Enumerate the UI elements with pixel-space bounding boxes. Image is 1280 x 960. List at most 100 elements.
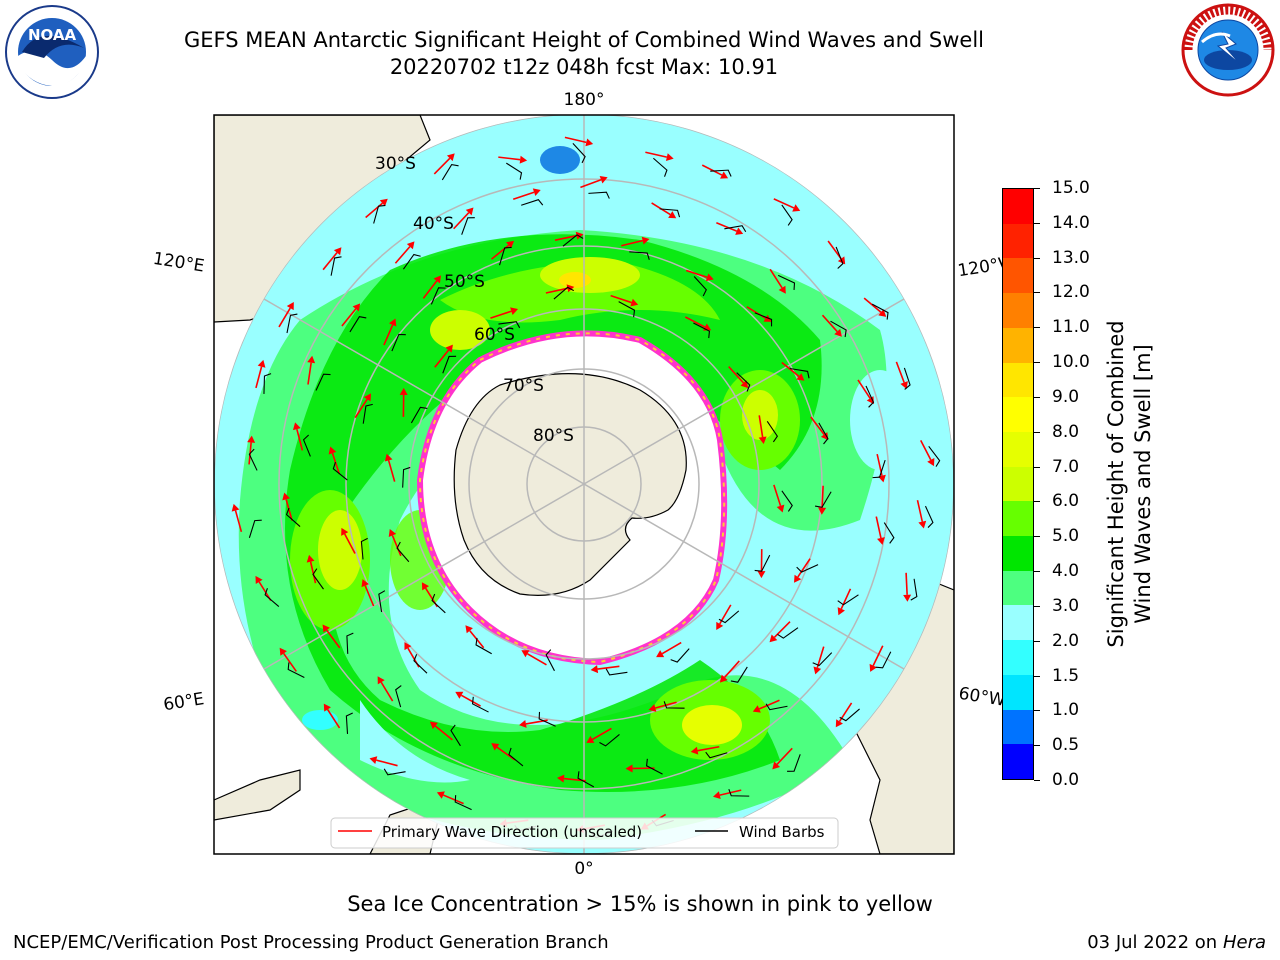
- wave-arrow-head: [384, 453, 393, 462]
- wave-arrow-head: [716, 621, 724, 630]
- wind-barb: [402, 466, 411, 488]
- colorbar-swatch: [1003, 744, 1033, 779]
- wave-arrow-head: [720, 171, 729, 179]
- colorbar: [1002, 188, 1034, 780]
- wind-barb: [362, 403, 373, 424]
- wave-arrow: [773, 198, 795, 209]
- colorbar-label-line1: Significant Height of Combined: [1104, 320, 1128, 648]
- wave-arrow-head: [333, 247, 342, 256]
- wind-barb: [431, 593, 446, 614]
- wind-barb: [391, 333, 406, 352]
- noaa-logo-text: NOAA: [28, 26, 77, 44]
- wave-arrow-head: [323, 703, 331, 712]
- colorbar-swatch: [1003, 709, 1033, 745]
- colorbar-tick-mark: [1034, 571, 1040, 573]
- wind-barb: [562, 234, 584, 247]
- wind-barb: [736, 372, 751, 392]
- wave-arrow: [661, 641, 682, 655]
- wind-barb: [818, 422, 829, 445]
- colorbar-tick-mark: [1034, 710, 1040, 712]
- lon-label-60w: 60°W: [957, 684, 1007, 711]
- wave-arrow: [283, 652, 297, 672]
- colorbar-tick-mark: [1034, 257, 1040, 259]
- colorbar-tick-label: 8.0: [1052, 421, 1080, 442]
- wave-arrow: [307, 362, 312, 385]
- map-legend: Primary Wave Direction (unscaled) Wind B…: [330, 817, 839, 849]
- wind-barb: [263, 373, 272, 394]
- lat-label-60s: 60°S: [474, 325, 515, 345]
- wind-barb: [553, 286, 575, 300]
- wave-arrow-head: [532, 188, 541, 197]
- wave-arrow-head: [247, 435, 256, 443]
- wind-barb: [910, 578, 918, 601]
- wind-barb: [346, 632, 354, 654]
- wind-barb: [693, 276, 707, 297]
- wave-arrow-head: [835, 719, 843, 728]
- wave-arrow: [255, 366, 263, 389]
- wind-barb: [506, 162, 523, 180]
- wave-arrow: [433, 157, 451, 175]
- wave-arrow-head: [705, 273, 714, 282]
- wind-barb: [498, 246, 512, 266]
- wave-arrow: [354, 398, 368, 419]
- wave-arrow: [621, 239, 643, 247]
- wave-arrow-head: [585, 138, 594, 147]
- wind-barb: [442, 355, 457, 374]
- wind-barb: [349, 316, 367, 333]
- wave-arrow: [434, 725, 453, 741]
- wave-arrow: [380, 681, 394, 702]
- wave-arrow-head: [519, 155, 528, 164]
- lat-label-40s: 40°S: [413, 214, 454, 234]
- colorbar-swatch: [1003, 536, 1033, 571]
- chart-subtitle: 20220702 t12z 048h fcst Max: 10.91: [389, 55, 779, 79]
- wind-barb: [705, 751, 728, 759]
- wind-barb: [663, 701, 685, 709]
- wave-arrow-head: [255, 575, 263, 584]
- colorbar-swatch: [1003, 640, 1033, 675]
- wave-arrow: [453, 212, 470, 230]
- footer-date-text: 03 Jul 2022 on: [1087, 932, 1218, 953]
- wind-barb: [498, 321, 521, 329]
- wind-barb: [653, 157, 668, 177]
- wave-arrow: [872, 645, 884, 666]
- wave-arrow: [383, 324, 394, 346]
- colorbar-tick-mark: [1034, 780, 1040, 781]
- wave-arrow-head: [352, 303, 361, 312]
- wind-barb: [781, 204, 793, 226]
- wave-arrow-head: [379, 198, 388, 207]
- wind-barb: [373, 204, 386, 224]
- wave-arrow-head: [641, 236, 650, 245]
- colorbar-swatch: [1003, 466, 1033, 502]
- wave-arrow: [394, 246, 411, 264]
- wave-arrow-head: [792, 204, 801, 212]
- colorbar-swatch: [1003, 293, 1033, 328]
- wind-barb: [430, 287, 446, 305]
- wave-arrow: [781, 361, 800, 377]
- lon-label-180: 180°: [564, 90, 605, 110]
- wave-arrow: [564, 136, 587, 144]
- wind-barb: [545, 649, 555, 672]
- wind-barb: [629, 251, 650, 260]
- colorbar-tick-label: 3.0: [1052, 595, 1080, 616]
- wave-arrow-head: [491, 743, 500, 751]
- wave-arrow-head: [388, 318, 397, 327]
- colorbar-tick-mark: [1034, 675, 1040, 677]
- wind-barb: [538, 711, 556, 727]
- wave-arrow-head: [668, 211, 677, 219]
- wave-arrow: [857, 379, 871, 399]
- wave-arrow: [816, 646, 825, 668]
- wave-arrow: [443, 794, 464, 805]
- colorbar-tick-mark: [1034, 536, 1040, 538]
- wave-arrow-head: [506, 240, 515, 249]
- wind-barb: [264, 588, 280, 607]
- wind-barb: [903, 367, 911, 390]
- colorbar-swatch: [1003, 189, 1033, 224]
- wave-arrow-head: [877, 537, 885, 545]
- wave-arrow-head: [837, 607, 845, 616]
- wind-barb: [395, 685, 402, 708]
- colorbar-swatch: [1003, 501, 1033, 537]
- wave-arrow: [916, 499, 924, 522]
- lat-label-80s: 80°S: [533, 426, 574, 446]
- wind-barb: [837, 594, 859, 606]
- wave-arrow: [776, 747, 793, 765]
